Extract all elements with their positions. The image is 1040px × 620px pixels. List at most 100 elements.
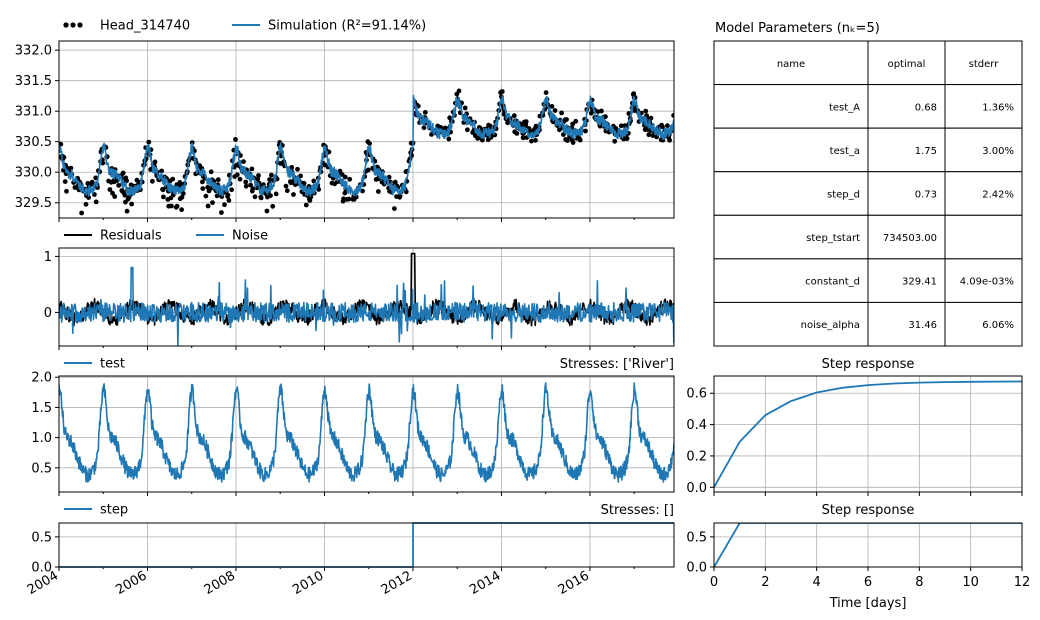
observation-point [347,176,353,182]
table-value: test_a [830,146,860,157]
observation-point [392,206,397,212]
observation-point [222,202,227,208]
y-tick-label: 0.0 [686,481,707,496]
legend-step-label: step [100,503,128,518]
observation-point [295,166,300,172]
observation-point [93,175,99,181]
table-cell [944,171,1023,216]
observation-point [234,172,240,178]
table-cell [713,214,869,260]
y-tick-label: 0 [44,306,52,321]
observation-point [169,203,174,209]
y-tick-label: 1.0 [31,431,52,446]
observation-point [258,195,264,201]
observation-point [229,187,235,193]
observation-point [511,113,517,119]
observation-point [200,186,206,192]
observation-point [529,138,534,144]
step-stress-line [59,522,674,568]
observation-point [225,192,231,198]
observation-point [233,137,238,142]
x-tick-label: 4 [813,575,821,590]
step-response-test-panel [710,375,1023,496]
observation-point [422,110,428,115]
observation-point [583,128,588,134]
residuals-panel [55,247,675,350]
observation-point [210,200,215,206]
x-axis-label: Time [days] [829,596,907,611]
observation-point [62,179,68,185]
x-tick-label: 2012 [379,568,415,598]
observation-point [667,137,672,143]
observation-point [456,88,462,94]
observation-point [205,203,211,209]
table-value: 0.73 [915,190,937,201]
x-tick-label: 8 [915,575,923,590]
observation-point [248,182,254,188]
observation-point [268,193,273,199]
y-tick-label: 0.2 [686,449,707,464]
observation-point [250,186,256,192]
observation-point [631,91,637,97]
observation-point [303,202,309,208]
axes-frame [58,375,675,493]
observation-point [200,179,205,185]
table-value: 0.68 [915,102,937,113]
y-tick-label: 330.0 [15,166,52,181]
table-cell [944,301,1023,347]
x-tick-label: 6 [864,575,872,590]
x-tick-label: 2008 [202,568,238,598]
observation-point [161,194,166,200]
observation-point [208,169,214,175]
legend-head-marker [77,22,83,28]
y-tick-label: 2.0 [31,371,52,386]
legend-test-label: test [100,357,125,372]
y-tick-label: 1 [44,250,52,265]
table-value: noise_alpha [801,320,860,331]
observation-point [316,187,322,192]
observation-point [59,141,64,147]
observation-point [564,117,569,122]
observation-point [603,114,608,119]
observation-point [623,123,629,129]
step-response-title-step: Step response [822,503,915,518]
legend-head-marker [70,22,76,28]
observation-point [122,192,128,198]
y-tick-label: 1.5 [31,401,52,416]
legend-head-label: Head_314740 [100,19,190,34]
axes-frame [58,522,675,568]
observation-point [346,196,352,202]
observation-point [152,159,158,165]
observation-point [646,132,652,138]
observation-point [179,194,185,200]
legend-residuals-label: Residuals [100,229,162,244]
observation-point [219,210,224,215]
y-tick-label: 0.0 [31,561,52,576]
table-cell [713,171,869,216]
observation-point [100,160,106,166]
y-tick-label: 329.5 [15,196,52,211]
y-tick-label: 0.6 [686,387,707,402]
table-header: name [777,59,805,70]
table-value: 329.41 [902,277,937,288]
observation-point [86,195,91,200]
table-cell [944,258,1023,303]
observation-point [243,179,249,185]
observation-point [533,137,538,143]
test-stress-panel [55,375,675,496]
observation-point [552,108,558,113]
observation-point [116,183,122,188]
x-tick-label: 2014 [467,568,503,598]
observation-point [291,192,296,197]
observation-point [559,110,564,116]
simulation-line [59,94,674,197]
observation-point [367,141,372,147]
observation-point [360,188,365,194]
x-tick-label: 2016 [556,568,592,598]
observation-point [597,123,603,129]
table-cell [867,127,946,173]
observation-point [270,203,276,209]
observation-point [618,123,624,129]
observation-point [499,89,505,94]
